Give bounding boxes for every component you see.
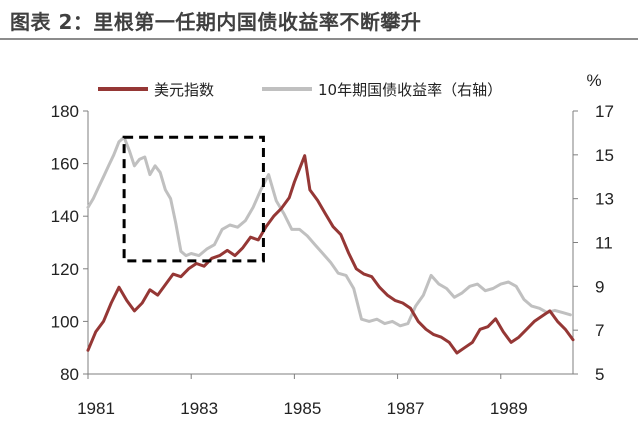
series-line-dollar-index xyxy=(86,154,575,355)
legend-label: 10年期国债收益率（右轴） xyxy=(318,81,502,99)
right-tick-label: 17 xyxy=(595,102,614,121)
x-tick-label: 1981 xyxy=(77,399,115,418)
left-tick-label: 80 xyxy=(60,365,79,384)
left-tick-label: 180 xyxy=(51,102,79,121)
x-tick-label: 1983 xyxy=(180,399,218,418)
right-tick-label: 15 xyxy=(595,146,614,165)
series-line-treasury-yield xyxy=(86,135,572,328)
right-tick-label: 5 xyxy=(595,365,604,384)
x-tick-label: 1985 xyxy=(283,399,321,418)
x-tick-label: 1987 xyxy=(387,399,425,418)
highlight-box xyxy=(122,135,265,263)
axes: 80 100 120 140 160 180 5 7 9 11 13 15 17% 1981 1983 198… xyxy=(51,71,614,418)
title-bar: 图表 2：里根第一任期内国债收益率不断攀升 xyxy=(0,0,638,40)
right-tick-label: 11 xyxy=(595,234,613,253)
series-layer xyxy=(86,135,575,355)
highlight-box-layer xyxy=(122,135,265,263)
x-tick-label: 1989 xyxy=(490,399,528,418)
right-axis-unit: % xyxy=(586,71,601,90)
right-tick-label: 9 xyxy=(595,277,604,296)
left-tick-label: 120 xyxy=(51,260,79,279)
legend: 美元指数 10年期国债收益率（右轴） xyxy=(98,81,502,99)
legend-label: 美元指数 xyxy=(154,81,214,99)
left-tick-label: 140 xyxy=(51,207,79,226)
left-tick-label: 100 xyxy=(51,312,79,331)
right-tick-label: 7 xyxy=(595,321,604,340)
left-tick-label: 160 xyxy=(51,155,79,174)
chart-title: 图表 2：里根第一任期内国债收益率不断攀升 xyxy=(10,10,422,34)
right-tick-label: 13 xyxy=(595,190,614,209)
